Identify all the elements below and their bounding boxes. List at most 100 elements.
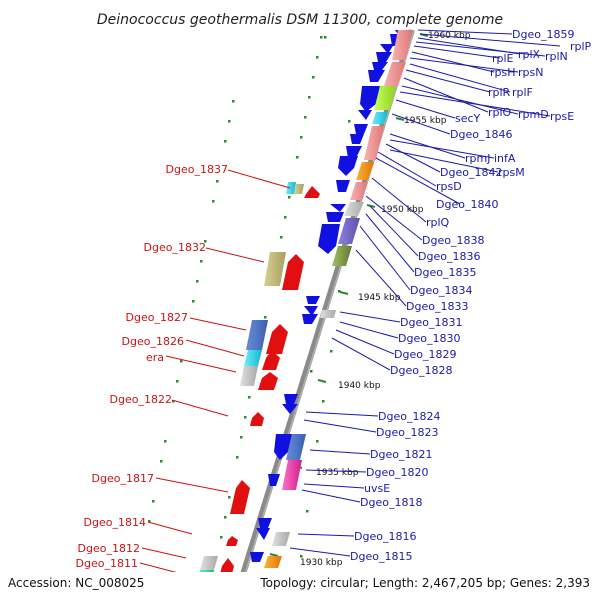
gene-label[interactable]: Dgeo_1823	[376, 426, 438, 439]
gene-arrow[interactable]	[266, 324, 288, 354]
gene-label[interactable]: Dgeo_1834	[410, 284, 472, 297]
gene-arrow[interactable]	[226, 536, 238, 546]
gene-label[interactable]: rpmJ	[465, 152, 490, 165]
gene-label[interactable]: Dgeo_1840	[436, 198, 498, 211]
gene-box[interactable]	[244, 350, 262, 366]
gene-box[interactable]	[338, 218, 360, 244]
gene-box[interactable]	[246, 320, 268, 350]
gene-arrow[interactable]	[282, 254, 304, 290]
gene-label[interactable]: Dgeo_1816	[354, 530, 416, 543]
gene-label[interactable]: Dgeo_1832	[144, 241, 206, 254]
gene-box[interactable]	[282, 460, 302, 490]
gene-label[interactable]: Dgeo_1829	[394, 348, 456, 361]
gene-arrow[interactable]	[304, 186, 320, 198]
gene-arrow[interactable]	[326, 212, 344, 222]
gene-box[interactable]	[286, 434, 306, 460]
gene-label[interactable]: rpsE	[550, 110, 574, 123]
gene-label[interactable]: rpmD	[518, 108, 549, 121]
gene-label[interactable]: Dgeo_1846	[450, 128, 512, 141]
gene-label[interactable]: Dgeo_1821	[370, 448, 432, 461]
gene-box[interactable]	[344, 202, 364, 216]
gene-label[interactable]: Dgeo_1811	[76, 557, 138, 570]
gene-arrow[interactable]	[284, 394, 298, 404]
gene-box[interactable]	[264, 556, 282, 568]
gene-arrow[interactable]	[262, 350, 280, 370]
gene-arrow[interactable]	[230, 480, 250, 514]
gene-box[interactable]	[356, 162, 374, 180]
gene-arrow[interactable]	[354, 124, 368, 134]
gene-label[interactable]: rpsN	[518, 66, 543, 79]
gene-arrow[interactable]	[256, 528, 270, 540]
gene-arrow[interactable]	[304, 306, 318, 316]
gene-box[interactable]	[240, 366, 258, 386]
gene-box[interactable]	[264, 252, 286, 286]
gene-label[interactable]: Dgeo_1837	[166, 163, 228, 176]
gene-label[interactable]: Dgeo_1815	[350, 550, 412, 563]
gene-arrow[interactable]	[350, 134, 364, 144]
gene-arrow[interactable]	[372, 62, 388, 70]
gene-box[interactable]	[332, 246, 352, 266]
gene-arrow[interactable]	[380, 44, 394, 54]
gene-arrow[interactable]	[258, 372, 278, 390]
gene-arrow[interactable]	[274, 434, 292, 460]
gene-box[interactable]	[286, 182, 296, 194]
gene-label[interactable]: rplX	[518, 48, 541, 61]
gene-box[interactable]	[200, 556, 218, 570]
gene-label[interactable]: rplR	[488, 86, 511, 99]
rrna-gene[interactable]	[384, 62, 406, 86]
gene-arrow[interactable]	[220, 558, 234, 574]
rrna-gene[interactable]	[350, 182, 368, 200]
gene-arrow[interactable]	[358, 110, 372, 120]
gene-label[interactable]: rpsD	[436, 180, 462, 193]
gene-label[interactable]: rpsH	[490, 66, 516, 79]
gene-arrow[interactable]	[282, 404, 298, 414]
rrna-gene[interactable]	[364, 126, 384, 160]
gene-label[interactable]: secY	[455, 112, 481, 125]
gene-arrow[interactable]	[376, 52, 392, 62]
gene-label[interactable]: rplO	[488, 106, 512, 119]
gene-arrow[interactable]	[336, 180, 350, 192]
gene-label[interactable]: Dgeo_1836	[418, 250, 480, 263]
gene-box[interactable]	[374, 86, 396, 110]
rrna-gene[interactable]	[392, 30, 412, 60]
gene-arrow[interactable]	[306, 296, 320, 304]
gene-arrow[interactable]	[250, 552, 264, 562]
gene-label[interactable]: rplP	[570, 40, 592, 53]
gene-label[interactable]: Dgeo_1838	[422, 234, 484, 247]
gene-arrow[interactable]	[258, 518, 272, 528]
gene-label[interactable]: rplQ	[426, 216, 450, 229]
gene-box[interactable]	[372, 112, 388, 124]
gene-label[interactable]: Dgeo_1859	[512, 28, 574, 41]
gene-label[interactable]: rplE	[492, 52, 514, 65]
gene-arrow[interactable]	[268, 474, 280, 486]
gene-arrow[interactable]	[330, 204, 346, 212]
gene-label[interactable]: Dgeo_1817	[92, 472, 154, 485]
gene-label[interactable]: Dgeo_1812	[78, 542, 140, 555]
gene-label[interactable]: rplN	[545, 50, 568, 63]
gene-label[interactable]: Dgeo_1842	[440, 166, 502, 179]
gene-arrow[interactable]	[318, 224, 340, 254]
gene-label[interactable]: Dgeo_1826	[122, 335, 184, 348]
gene-label[interactable]: uvsE	[364, 482, 390, 495]
gene-label[interactable]: infA	[494, 152, 516, 165]
gene-box[interactable]	[272, 532, 290, 546]
gene-arrow[interactable]	[360, 86, 380, 112]
gene-label[interactable]: Dgeo_1833	[406, 300, 468, 313]
gene-arrow[interactable]	[250, 412, 264, 426]
gene-box[interactable]	[294, 184, 304, 194]
gene-label[interactable]: Dgeo_1830	[398, 332, 460, 345]
gene-label[interactable]: rplF	[512, 86, 533, 99]
gene-label[interactable]: rpsM	[498, 166, 525, 179]
gene-label[interactable]: Dgeo_1822	[110, 393, 172, 406]
gene-arrow[interactable]	[346, 146, 362, 158]
gene-label[interactable]: Dgeo_1814	[84, 516, 146, 529]
gene-label[interactable]: era	[146, 351, 164, 364]
gene-box[interactable]	[320, 310, 336, 318]
gene-label[interactable]: Dgeo_1831	[400, 316, 462, 329]
gene-label[interactable]: Dgeo_1827	[126, 311, 188, 324]
gene-arrow[interactable]	[368, 70, 385, 82]
gene-label[interactable]: Dgeo_1824	[378, 410, 440, 423]
gene-label[interactable]: Dgeo_1835	[414, 266, 476, 279]
gene-label[interactable]: Dgeo_1818	[360, 496, 422, 509]
gene-arrow[interactable]	[302, 314, 318, 324]
